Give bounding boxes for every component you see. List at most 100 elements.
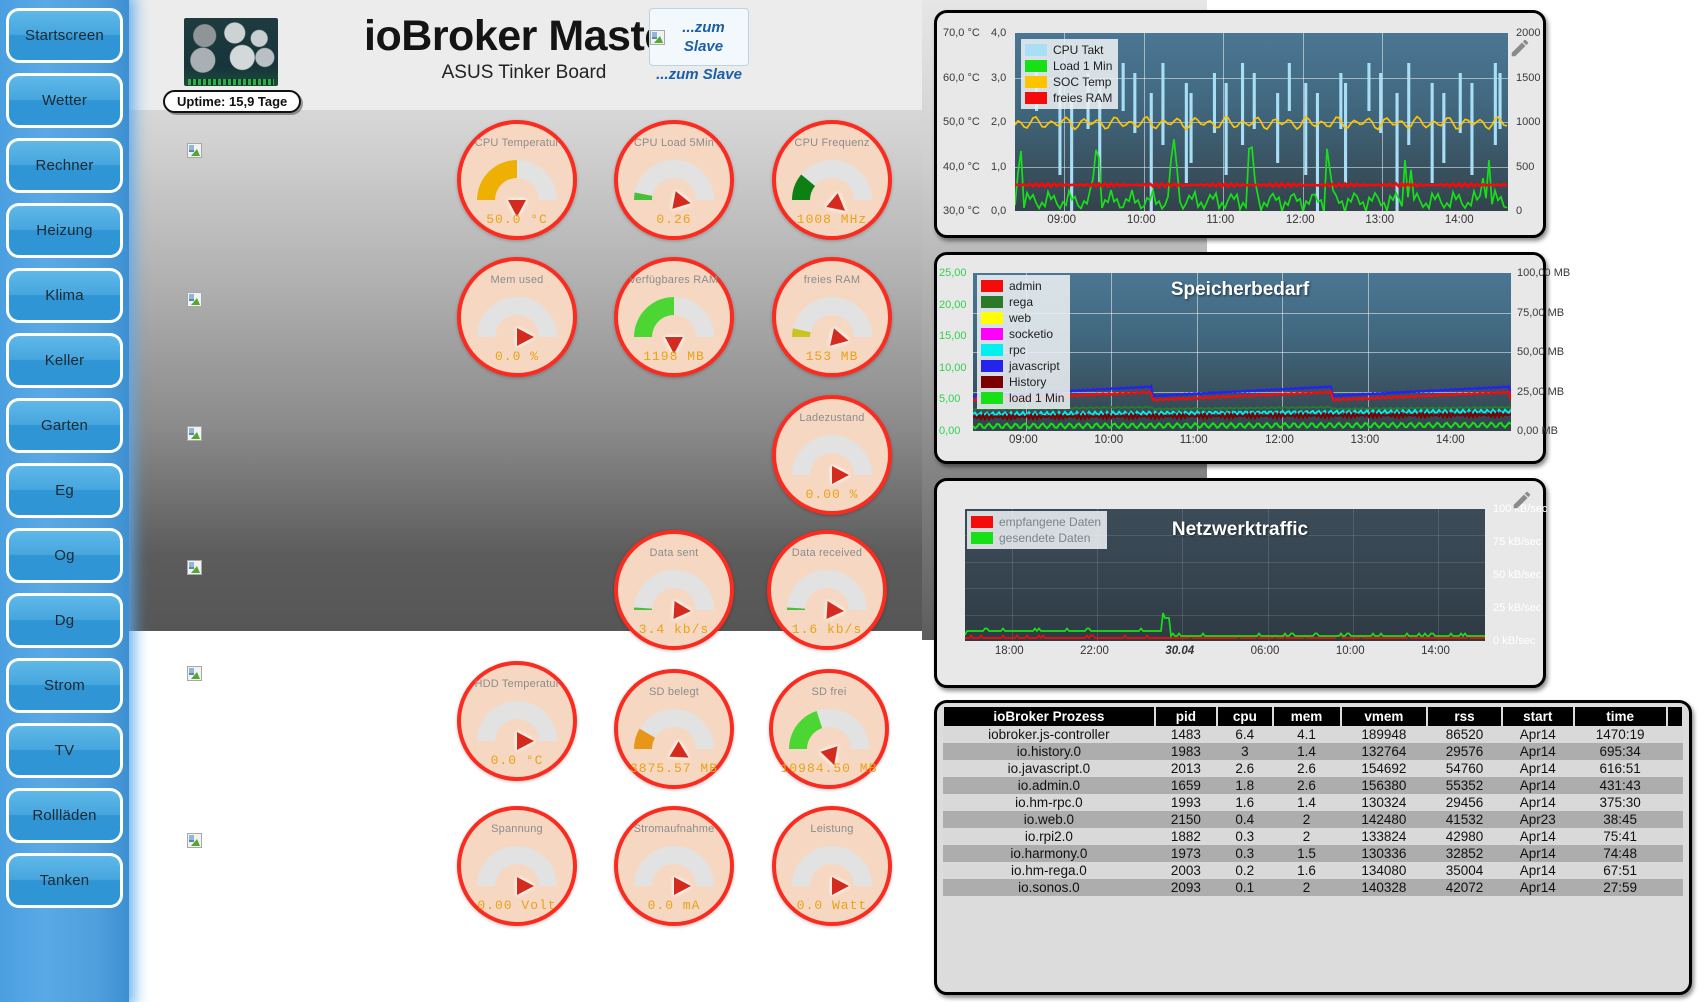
sidebar-item-dg[interactable]: Dg <box>6 593 123 648</box>
sidebar-item-keller[interactable]: Keller <box>6 333 123 388</box>
sidebar-item-garten[interactable]: Garten <box>6 398 123 453</box>
table-header-cell[interactable]: mem <box>1273 707 1341 726</box>
legend-item: CPU Takt <box>1025 42 1112 58</box>
y-left-tick-label: 0,00 <box>939 425 960 437</box>
table-header-cell[interactable]: ioBroker Prozess <box>943 707 1155 726</box>
memory-chart-panel[interactable]: 09:00 10:00 11:00 12:00 13:00 14:00 0,00 5,00 10… <box>934 252 1546 464</box>
legend-label: Load 1 Min <box>1053 59 1112 73</box>
table-row[interactable]: io.sonos.0 2093 0.1 2 140328 42072 Apr14 27:59 <box>943 879 1683 896</box>
slave-link-box[interactable]: ...zum Slave <box>649 8 749 66</box>
table-header-cell[interactable]: cpu <box>1217 707 1273 726</box>
gauge-freies-ram[interactable]: freies RAM 153 MB <box>772 257 892 377</box>
y-right-tick-label: 0 kB/sec <box>1493 635 1535 647</box>
table-cell: Apr14 <box>1502 794 1574 811</box>
table-row[interactable]: io.hm-rpc.0 1993 1.6 1.4 130324 29456 Apr14 375… <box>943 794 1683 811</box>
gauge-sd-belegt[interactable]: SD belegt 3875.57 MB <box>614 669 734 789</box>
y-right-tick-label: 0 <box>1516 205 1522 217</box>
table-header-cell[interactable]: vmem <box>1341 707 1428 726</box>
gauge-cpu-frequenz[interactable]: CPU Frequenz 1008 MHz <box>772 120 892 240</box>
sidebar-item-og[interactable]: Og <box>6 528 123 583</box>
table-cell: 0.4 <box>1217 811 1273 828</box>
table-cell: 74:48 <box>1574 845 1667 862</box>
slave-box-line2: Slave <box>684 38 723 55</box>
legend-label: gesendete Daten <box>999 531 1090 545</box>
gauge-ladezustand[interactable]: Ladezustand 0.00 % <box>772 395 892 515</box>
gauge-spannung[interactable]: Spannung 0.00 Volt <box>457 806 577 926</box>
table-cell: Apr14 <box>1502 777 1574 794</box>
y-left-tick-label: 5,00 <box>939 393 960 405</box>
y-left2-tick-label: 4,0 <box>991 27 1006 39</box>
table-row[interactable]: io.harmony.0 1973 0.3 1.5 130336 32852 Apr14 74… <box>943 845 1683 862</box>
gauge-value: 0.0 Watt <box>776 898 888 913</box>
process-table-panel[interactable]: ioBroker Prozess pid cpu mem vmem rss start tim… <box>934 700 1692 995</box>
table-header-cell[interactable]: start <box>1502 707 1574 726</box>
sidebar-item-heizung[interactable]: Heizung <box>6 203 123 258</box>
table-cell: 1.4 <box>1273 743 1341 760</box>
cpu-chart-panel[interactable]: 09:00 10:00 11:00 12:00 13:00 14:00 30,0 °C 40,… <box>934 10 1546 238</box>
gauge-sd-frei[interactable]: SD frei 10984.50 MB <box>769 669 889 789</box>
table-cell: io.javascript.0 <box>943 760 1155 777</box>
legend-swatch-icon <box>981 312 1003 324</box>
table-cell: 142480 <box>1341 811 1428 828</box>
sidebar-item-klima[interactable]: Klima <box>6 268 123 323</box>
pencil-icon[interactable] <box>1509 37 1531 59</box>
gauge-mem-used[interactable]: Mem used 0.0 % <box>457 257 577 377</box>
gauge-data-sent[interactable]: Data sent 3.4 kb/s <box>614 530 734 650</box>
table-row[interactable]: io.admin.0 1659 1.8 2.6 156380 55352 Apr14 431:… <box>943 777 1683 794</box>
table-row[interactable]: io.web.0 2150 0.4 2 142480 41532 Apr23 38:45 <box>943 811 1683 828</box>
legend-swatch-icon <box>971 516 993 528</box>
pencil-icon[interactable] <box>1511 489 1533 511</box>
gauge-cpu-load-5min[interactable]: CPU Load 5Min 0.26 <box>614 120 734 240</box>
sidebar-item-rechner[interactable]: Rechner <box>6 138 123 193</box>
legend-item: SOC Temp <box>1025 74 1112 90</box>
gauge-cpu-temperatur[interactable]: CPU Temperatur 50.0 °C <box>457 120 577 240</box>
table-header-cell[interactable] <box>1667 707 1683 726</box>
cpu-chart-legend: CPU Takt Load 1 Min SOC Temp freies RAM <box>1021 39 1118 109</box>
sidebar-item-label: Wetter <box>9 76 120 125</box>
sidebar-item-eg[interactable]: Eg <box>6 463 123 518</box>
table-row[interactable]: io.history.0 1983 3 1.4 132764 29576 Apr14 695:… <box>943 743 1683 760</box>
sidebar-item-wetter[interactable]: Wetter <box>6 73 123 128</box>
slave-link-label[interactable]: ...zum Slave <box>645 66 753 83</box>
table-header-cell[interactable]: pid <box>1155 707 1217 726</box>
table-header-cell[interactable]: rss <box>1427 707 1501 726</box>
x-tick-label: 30.04 <box>1165 645 1194 657</box>
gauge-stromaufnahme[interactable]: Stromaufnahme 0.0 mA <box>614 806 734 926</box>
sidebar-item-label: Rechner <box>9 141 120 190</box>
gauge-title: verfügbares RAM <box>618 274 730 286</box>
table-cell <box>1667 743 1683 760</box>
y-left-tick-label: 10,00 <box>939 362 967 374</box>
table-header-cell[interactable]: time <box>1574 707 1667 726</box>
gauge-value: 1008 MHz <box>776 212 888 227</box>
legend-swatch-icon <box>981 328 1003 340</box>
sidebar-item-tanken[interactable]: Tanken <box>6 853 123 908</box>
network-chart-panel[interactable]: 18:00 22:00 30.04 06:00 10:00 14:00 0 kB/sec 25… <box>934 478 1546 688</box>
table-cell: 2093 <box>1155 879 1217 896</box>
x-tick-label: 09:00 <box>1009 434 1038 446</box>
main-dashboard-panel: Uptime: 15,9 Tage ioBroker Master ASUS T… <box>129 0 922 1002</box>
network-chart-legend: empfangene Daten gesendete Daten <box>967 511 1107 549</box>
x-tick-label: 22:00 <box>1080 645 1109 657</box>
legend-label: rega <box>1009 295 1033 309</box>
table-cell: io.sonos.0 <box>943 879 1155 896</box>
gauge-leistung[interactable]: Leistung 0.0 Watt <box>772 806 892 926</box>
gauge-data-received[interactable]: Data received 1.6 kb/s <box>767 530 887 650</box>
table-row[interactable]: io.javascript.0 2013 2.6 2.6 154692 54760 Apr1… <box>943 760 1683 777</box>
table-cell: 1483 <box>1155 726 1217 743</box>
table-cell <box>1667 811 1683 828</box>
table-cell: 2 <box>1273 828 1341 845</box>
sidebar-item-startscreen[interactable]: Startscreen <box>6 8 123 63</box>
table-row[interactable]: io.rpi2.0 1882 0.3 2 133824 42980 Apr14 75:41 <box>943 828 1683 845</box>
table-cell: 189948 <box>1341 726 1428 743</box>
gauge-value: 0.26 <box>618 212 730 227</box>
gauge-hdd-temperatur[interactable]: HDD Temperatur 0.0 °C <box>457 661 577 781</box>
sidebar-item-tv[interactable]: TV <box>6 723 123 778</box>
table-row[interactable]: iobroker.js-controller 1483 6.4 4.1 189948 86… <box>943 726 1683 743</box>
sidebar-item-strom[interactable]: Strom <box>6 658 123 713</box>
gauge-verf-gbares-ram[interactable]: verfügbares RAM 1198 MB <box>614 257 734 377</box>
sidebar-item-rolll-den[interactable]: Rollläden <box>6 788 123 843</box>
table-cell: 54760 <box>1427 760 1501 777</box>
table-row[interactable]: io.hm-rega.0 2003 0.2 1.6 134080 35004 Apr14 67… <box>943 862 1683 879</box>
legend-item: Load 1 Min <box>1025 58 1112 74</box>
legend-label: CPU Takt <box>1053 43 1103 57</box>
